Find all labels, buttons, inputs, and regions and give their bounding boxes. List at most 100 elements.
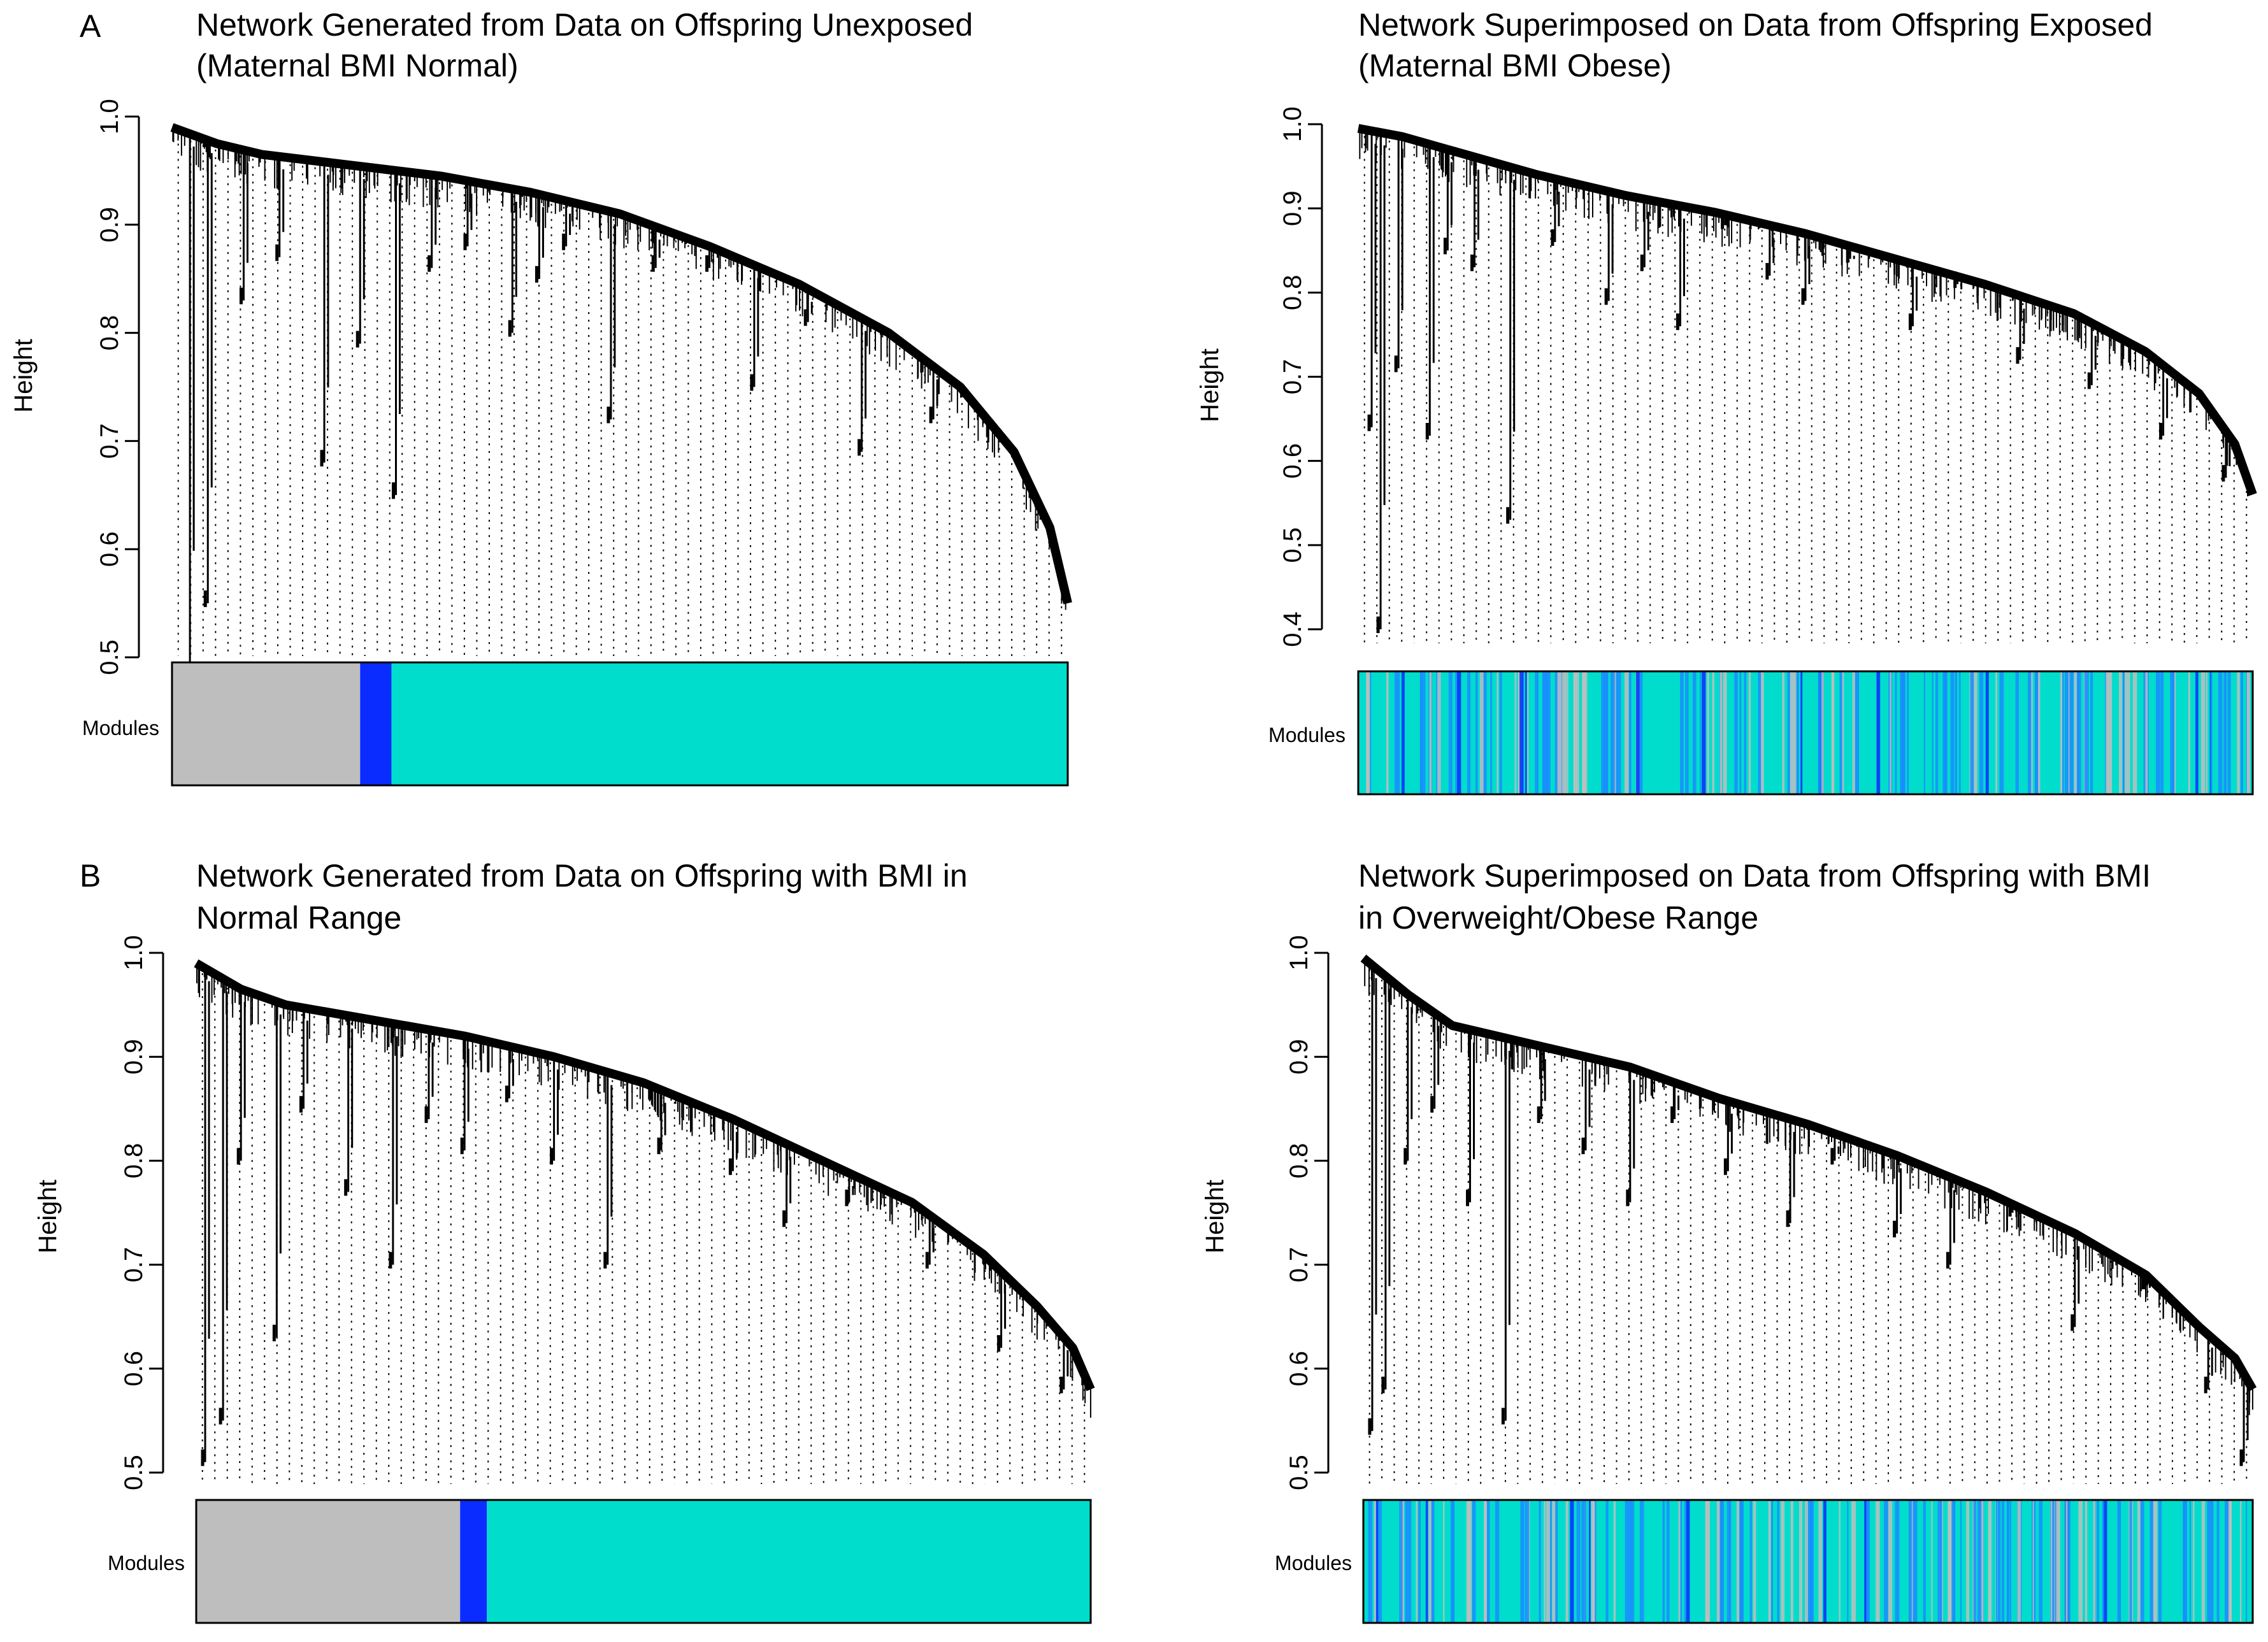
module-stripe (2093, 1500, 2096, 1623)
module-stripe (2060, 671, 2063, 794)
module-block (460, 1500, 487, 1623)
module-stripe (1561, 671, 1567, 794)
module-stripe (1628, 671, 1632, 794)
module-stripe (1897, 1500, 1900, 1623)
module-stripe (1692, 671, 1697, 794)
module-stripe (1847, 1500, 1849, 1623)
module-stripe (2097, 1500, 2099, 1623)
module-bar-border (195, 1499, 1092, 1624)
dendrogram-branches (194, 959, 1095, 1466)
module-stripe (2037, 671, 2041, 794)
dendrogram-branches (1360, 954, 2257, 1466)
module-stripe (1570, 1500, 1574, 1623)
dendrogram-branches (1357, 124, 2257, 633)
module-stripe (2188, 671, 2190, 794)
module-stripe (1482, 671, 1487, 794)
module-stripe (1639, 671, 1643, 794)
module-stripe (2200, 671, 2204, 794)
y-axis-ticks: 0.5 0.6 0.7 0.8 0.9 1.0 (1285, 935, 1328, 1490)
y-tick-label: 0.9 (96, 207, 124, 243)
module-stripe (1988, 1500, 1991, 1623)
module-stripe (2137, 1500, 2141, 1623)
module-stripe (2119, 1500, 2121, 1623)
dendrogram-ridge (1357, 124, 2257, 496)
module-stripe (1944, 671, 1948, 794)
module-stripe (1455, 671, 1458, 794)
modules-label: Modules (1268, 724, 1346, 746)
module-stripe (1790, 1500, 1793, 1623)
module-stripe (1686, 1500, 1690, 1623)
module-stripe (1662, 1500, 1665, 1623)
module-stripe (1977, 1500, 1982, 1623)
module-stripe (2170, 671, 2175, 794)
module-stripe (1467, 671, 1471, 794)
module-stripe (1605, 1500, 1609, 1623)
module-stripe (1495, 1500, 1500, 1623)
module-stripe (1679, 1500, 1683, 1623)
chart-title-line-2: (Maternal BMI Normal) (196, 48, 519, 83)
y-tick-label: 0.5 (1279, 527, 1307, 563)
module-stripe (2009, 1500, 2012, 1623)
module-stripe (2237, 671, 2240, 794)
module-stripe (2069, 671, 2074, 794)
module-stripe (2007, 1500, 2009, 1623)
module-stripe (1876, 671, 1881, 794)
y-tick-label: 0.8 (1285, 1143, 1313, 1179)
dendrogram-ridge (170, 123, 1072, 604)
module-block (196, 1500, 461, 1623)
module-stripe (1546, 671, 1549, 794)
module-stripe (1979, 671, 1984, 794)
module-stripe (2195, 671, 2199, 794)
module-stripe (1851, 1500, 1856, 1623)
module-stripe (1900, 671, 1904, 794)
module-stripe (2216, 1500, 2220, 1623)
module-stripe (2102, 1500, 2107, 1623)
module-stripe (2201, 1500, 2206, 1623)
module-block (487, 1500, 1091, 1623)
module-stripe (1749, 1500, 1753, 1623)
module-stripe (1831, 671, 1835, 794)
module-stripe (1739, 1500, 1744, 1623)
dendrogram-leaves (1363, 136, 2248, 643)
module-stripe (2017, 1500, 2021, 1623)
module-block (391, 662, 1068, 785)
module-stripe (2155, 671, 2160, 794)
module-stripe (2090, 671, 2093, 794)
module-stripe (2106, 671, 2109, 794)
module-stripe (2140, 1500, 2144, 1623)
y-axis-label: Height (1201, 1180, 1229, 1253)
module-stripe (2001, 1500, 2005, 1623)
module-stripe (2160, 671, 2164, 794)
module-stripe (1630, 1500, 1635, 1623)
module-stripe (2192, 1500, 2195, 1623)
module-stripe (1753, 1500, 1756, 1623)
panel-a-label: A (80, 8, 101, 44)
module-stripe (1719, 671, 1723, 794)
y-tick-label: 1.0 (120, 935, 148, 971)
module-background (1358, 671, 2253, 794)
module-stripe (1805, 1500, 1808, 1623)
modules-label: Modules (82, 717, 159, 739)
y-tick-label: 0.5 (1285, 1455, 1313, 1490)
module-stripe (1958, 671, 1961, 794)
module-stripe (1573, 671, 1575, 794)
module-stripe (2155, 1500, 2158, 1623)
module-stripe (1394, 671, 1398, 794)
module-stripe (1707, 671, 1709, 794)
module-stripe (1486, 1500, 1490, 1623)
module-stripe (1479, 671, 1484, 794)
module-stripe (1974, 671, 1977, 794)
module-stripe (1821, 671, 1824, 794)
module-stripe (2206, 671, 2208, 794)
module-stripe (1422, 671, 1426, 794)
module-stripe (1456, 671, 1461, 794)
module-stripe (2074, 671, 2078, 794)
module-stripe (1437, 671, 1441, 794)
module-stripe (1601, 671, 1605, 794)
module-stripe (1490, 671, 1493, 794)
module-stripe (1907, 671, 1909, 794)
module-stripe (1951, 1500, 1956, 1623)
module-stripe (2144, 671, 2148, 794)
module-stripe (2183, 1500, 2186, 1623)
module-stripe (2067, 1500, 2071, 1623)
